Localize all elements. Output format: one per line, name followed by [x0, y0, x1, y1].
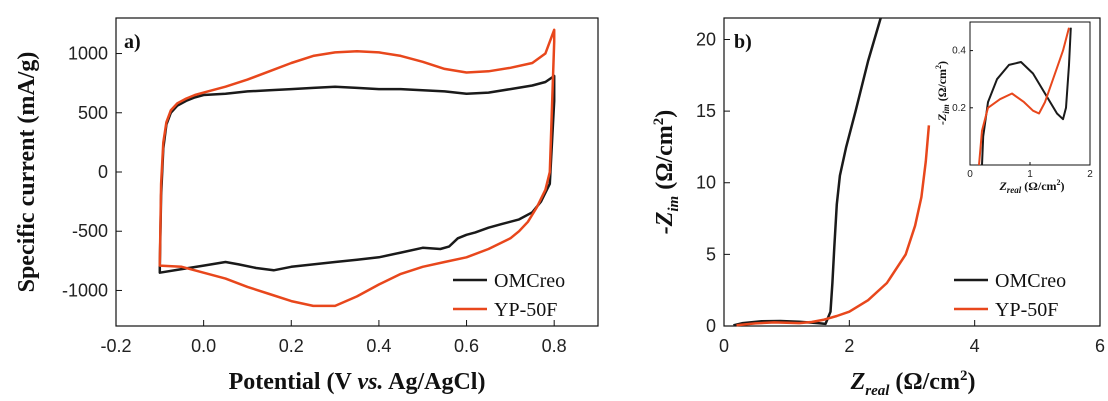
x-tick-label: 6	[1095, 336, 1105, 356]
panel-b-series	[733, 17, 931, 327]
y-tick-label: 5	[706, 244, 716, 264]
panel-a-y-axis-title: Specific current (mA/g)	[14, 52, 40, 293]
series-line-omcreo	[733, 17, 882, 327]
series-line-omcreo	[981, 27, 1072, 166]
x-tick-label: 2	[844, 336, 854, 356]
x-tick-label: -0.2	[100, 336, 131, 356]
x-tick-label: 1	[1027, 169, 1033, 180]
panel-b-y-axis-title: -Zim (Ω/cm2)	[651, 110, 682, 235]
series-line-yp50f	[736, 125, 931, 327]
inset-y-axis-title: -Zim (Ω/cm2)	[934, 61, 951, 125]
panel-a: -0.2 0.0 0.2 0.4 0.6 0.8 -1000 -500 0 500 1000 a)…	[14, 17, 599, 395]
x-tick-label: 0.6	[454, 336, 479, 356]
panel-a-series	[158, 28, 556, 308]
y-tick-label: 20	[696, 29, 716, 49]
panel-b-y-ticks: 0 5 10 15 20	[696, 29, 730, 336]
inset-series	[978, 27, 1072, 166]
panel-a-y-ticks: -1000 -500 0 500 1000	[62, 44, 122, 300]
panel-a-x-axis-title: Potential (V vs. Ag/AgCl)	[229, 369, 486, 395]
x-tick-label: 2	[1087, 169, 1093, 180]
panel-a-x-ticks: -0.2 0.0 0.2 0.4 0.6 0.8	[100, 320, 567, 356]
legend-label-omcreo: OMCreo	[494, 270, 565, 292]
series-line-yp50f	[158, 28, 556, 308]
panel-b-x-ticks: 0 2 4 6	[719, 320, 1105, 356]
panel-b-frame	[723, 17, 1101, 327]
x-tick-label: 0.0	[191, 336, 216, 356]
y-tick-label: 0	[98, 162, 108, 182]
y-tick-label: 15	[696, 101, 716, 121]
y-tick-label: 10	[696, 173, 716, 193]
x-tick-label: 0.4	[366, 336, 391, 356]
y-tick-label: 1000	[68, 44, 108, 64]
panel-a-legend: OMCreo YP-50F	[453, 270, 565, 321]
series-line-omcreo	[158, 74, 556, 274]
x-tick-label: 0.2	[279, 336, 304, 356]
panel-b-x-axis-title: Zreal (Ω/cm2)	[850, 368, 976, 399]
panel-a-label: a)	[124, 31, 141, 53]
panel-b-label: b)	[734, 31, 752, 53]
legend-label-yp50f: YP-50F	[995, 299, 1058, 321]
panel-b-legend: OMCreo YP-50F	[954, 270, 1066, 321]
x-tick-label: 0	[719, 336, 729, 356]
y-tick-label: 0	[706, 316, 716, 336]
y-tick-label: 500	[78, 103, 108, 123]
x-tick-label: 0	[967, 169, 973, 180]
panel-b-inset: 0 1 2 0.2 0.4 Zreal (Ω/cm2) -Zim (Ω/cm2)	[934, 21, 1093, 195]
inset-frame	[969, 21, 1091, 166]
y-tick-label: -1000	[62, 280, 108, 300]
series-line-yp50f	[978, 27, 1070, 166]
y-tick-label: 0.4	[952, 46, 966, 57]
x-tick-label: 0.8	[542, 336, 567, 356]
y-tick-label: -500	[72, 221, 108, 241]
y-tick-label: 0.2	[952, 103, 966, 114]
inset-y-ticks: 0.2 0.4	[952, 46, 973, 114]
legend-label-omcreo: OMCreo	[995, 270, 1066, 292]
inset-x-axis-title: Zreal (Ω/cm2)	[998, 178, 1064, 195]
inset-x-ticks: 0 1 2	[967, 162, 1093, 180]
legend-label-yp50f: YP-50F	[494, 299, 557, 321]
x-tick-label: 4	[970, 336, 980, 356]
